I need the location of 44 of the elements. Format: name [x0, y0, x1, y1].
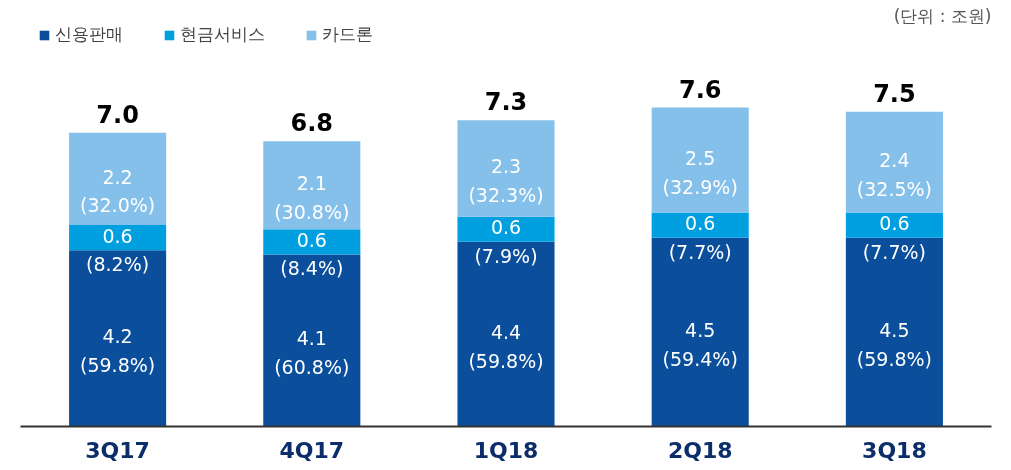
- data-label: 4.5 (59.8%): [856, 319, 932, 370]
- bar: [263, 254, 361, 427]
- x-tick-label: 4Q17: [279, 437, 345, 463]
- bar: [845, 212, 943, 238]
- total-label: 7.0: [96, 100, 139, 129]
- bar: [457, 216, 555, 242]
- total-label: 7.6: [678, 75, 722, 104]
- bar: [263, 229, 361, 255]
- data-label: 0.6 (7.9%): [474, 216, 538, 267]
- bar: [263, 141, 361, 230]
- bar: [69, 225, 167, 251]
- bar: [845, 111, 943, 213]
- data-label: 2.5 (32.9%): [662, 147, 738, 198]
- data-label: 4.1 (60.8%): [274, 327, 350, 379]
- data-label: 0.6 (7.7%): [668, 212, 732, 263]
- text: (단위 : 조원): [893, 5, 992, 26]
- data-label: 2.4 (32.5%): [856, 149, 932, 200]
- bar: [457, 241, 555, 427]
- legend-label: 신용판매: [55, 23, 123, 46]
- bar: [845, 237, 943, 427]
- data-label: 2.1 (30.8%): [274, 172, 350, 223]
- data-label: 4.4 (59.8%): [468, 321, 544, 372]
- bar: [651, 237, 749, 427]
- x-tick-label: 2Q18: [667, 437, 733, 463]
- bar: [457, 120, 555, 217]
- x-tick-label: 3Q18: [862, 437, 927, 463]
- total-label: 7.5: [873, 79, 916, 108]
- data-label: 2.3 (32.3%): [468, 155, 544, 207]
- data-label: 0.6 (8.2%): [86, 224, 150, 276]
- data-label: 4.5 (59.4%): [662, 319, 738, 370]
- bar: [651, 212, 749, 238]
- data-label: 0.6 (7.7%): [862, 212, 926, 263]
- legend-label: 카드론: [322, 23, 373, 46]
- bar: [651, 107, 749, 213]
- x-tick-label: 1Q18: [473, 437, 539, 463]
- bar: [69, 250, 167, 427]
- data-label: 2.2 (32.0%): [80, 165, 156, 217]
- legend-label: 현금서비스: [180, 23, 265, 46]
- total-label: 6.8: [290, 109, 334, 138]
- total-label: 7.3: [484, 88, 528, 117]
- data-label: 0.6 (8.4%): [280, 228, 344, 280]
- bar: [69, 132, 167, 226]
- x-tick-label: 3Q17: [85, 437, 150, 463]
- data-label: 4.2 (59.8%): [80, 325, 156, 376]
